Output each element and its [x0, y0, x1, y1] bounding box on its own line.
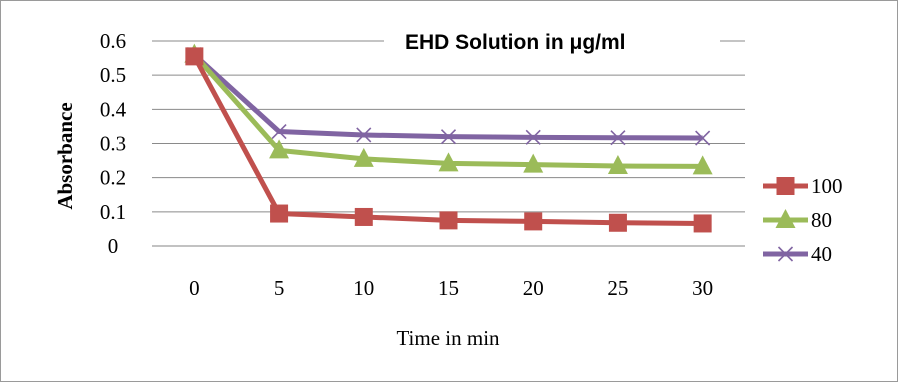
x-tick-label: 30	[692, 276, 713, 300]
legend-label: 100	[811, 174, 843, 198]
y-axis-title: Absorbance	[53, 102, 77, 209]
data-point	[185, 47, 204, 66]
data-point	[607, 155, 628, 175]
data-point	[353, 147, 374, 167]
chart-title: EHD Solution in μg/ml	[405, 31, 626, 54]
gridlines	[152, 40, 745, 247]
legend-entry-80: 80	[763, 208, 832, 232]
data-point	[523, 153, 544, 173]
data-point	[608, 213, 627, 232]
x-tick-label: 10	[353, 276, 374, 300]
x-tick-label: 0	[189, 276, 200, 300]
data-point	[610, 130, 626, 146]
data-point	[438, 152, 459, 172]
legend-entry-40: 40	[763, 242, 832, 266]
y-tick-label: 0.4	[100, 97, 127, 121]
data-point	[524, 212, 543, 231]
x-tick-label: 15	[438, 276, 459, 300]
legend-marker	[776, 177, 795, 195]
chart-title-background	[384, 12, 720, 54]
x-tick-labels: 0 5 10 15 20 25 30	[189, 276, 713, 300]
y-tick-labels: 0 0.1 0.2 0.3 0.4 0.5 0.6	[100, 29, 127, 258]
legend-label: 80	[811, 208, 832, 232]
data-point	[354, 207, 373, 226]
y-tick-label: 0.2	[100, 166, 126, 190]
legend-label: 40	[811, 242, 832, 266]
y-tick-label: 0	[108, 234, 119, 258]
legend-entry-100: 100	[763, 174, 843, 198]
y-tick-label: 0.6	[100, 29, 126, 53]
data-point	[269, 139, 290, 159]
legend: 100 80 40	[763, 174, 843, 266]
series-100	[185, 47, 712, 233]
data-point	[356, 127, 372, 143]
data-point	[440, 129, 457, 145]
data-point	[271, 123, 287, 140]
x-axis-title: Time in min	[396, 326, 500, 350]
data-point	[270, 204, 289, 223]
y-tick-label: 0.5	[100, 63, 126, 87]
data-point	[525, 129, 541, 145]
legend-marker	[777, 246, 794, 262]
x-tick-label: 20	[523, 276, 544, 300]
series-layer	[184, 43, 713, 233]
data-point	[692, 155, 713, 175]
legend-marker	[775, 209, 796, 228]
data-point	[695, 130, 711, 146]
data-point	[439, 211, 458, 230]
y-tick-label: 0.3	[100, 132, 126, 156]
x-tick-label: 5	[274, 276, 285, 300]
x-tick-label: 25	[607, 276, 628, 300]
data-point	[693, 214, 712, 233]
y-tick-label: 0.1	[100, 200, 126, 224]
